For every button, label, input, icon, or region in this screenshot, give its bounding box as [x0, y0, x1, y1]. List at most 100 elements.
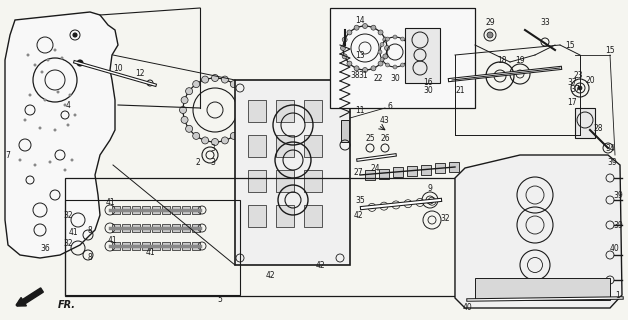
Circle shape	[380, 58, 384, 61]
Bar	[162, 224, 170, 232]
Circle shape	[46, 59, 50, 61]
Text: 35: 35	[355, 196, 365, 204]
Circle shape	[401, 63, 404, 67]
Bar	[435, 164, 445, 173]
Text: 42: 42	[353, 211, 363, 220]
Circle shape	[386, 37, 389, 41]
Bar	[304, 170, 322, 192]
Circle shape	[406, 43, 410, 46]
Bar	[365, 170, 375, 180]
Text: 37: 37	[567, 77, 577, 86]
Circle shape	[53, 49, 57, 52]
Text: 8: 8	[88, 226, 92, 235]
Bar	[192, 242, 200, 250]
Text: 38: 38	[350, 70, 360, 79]
Circle shape	[393, 35, 397, 39]
Bar	[122, 224, 130, 232]
Text: 4: 4	[65, 100, 70, 109]
Circle shape	[26, 53, 30, 57]
Text: 39: 39	[613, 190, 623, 199]
Bar	[330, 8, 475, 108]
Text: 34: 34	[605, 143, 615, 153]
Bar	[112, 206, 120, 214]
Bar	[152, 206, 160, 214]
Circle shape	[244, 107, 251, 114]
Text: 1: 1	[615, 291, 620, 300]
Bar	[132, 206, 140, 214]
Circle shape	[33, 63, 36, 67]
Circle shape	[222, 76, 229, 83]
Bar	[379, 169, 389, 179]
Text: 32: 32	[63, 211, 73, 220]
Text: 2: 2	[196, 157, 200, 166]
Circle shape	[60, 57, 63, 60]
Bar	[132, 242, 140, 250]
Circle shape	[57, 91, 60, 93]
Text: 42: 42	[315, 260, 325, 269]
Bar	[192, 206, 200, 214]
Circle shape	[386, 63, 389, 67]
Text: FR.: FR.	[58, 300, 76, 310]
Circle shape	[193, 132, 200, 140]
Bar	[142, 242, 150, 250]
Circle shape	[212, 75, 219, 82]
Bar	[449, 162, 459, 172]
Circle shape	[578, 86, 582, 90]
Text: 17: 17	[567, 98, 577, 107]
Circle shape	[340, 45, 345, 51]
Bar	[182, 206, 190, 214]
Text: 36: 36	[40, 244, 50, 252]
Bar	[248, 205, 266, 227]
Bar	[65, 200, 240, 295]
Circle shape	[383, 54, 388, 59]
Text: 8: 8	[88, 253, 92, 262]
Text: 40: 40	[463, 303, 473, 313]
Text: 29: 29	[485, 18, 495, 27]
Text: 5: 5	[217, 295, 222, 305]
Circle shape	[18, 158, 21, 162]
Circle shape	[384, 45, 389, 51]
Bar	[276, 100, 294, 122]
Bar	[65, 178, 455, 296]
Circle shape	[487, 32, 493, 38]
Bar	[421, 165, 431, 175]
Text: 32: 32	[440, 213, 450, 222]
Text: 32: 32	[63, 238, 73, 247]
Text: 3: 3	[210, 143, 215, 153]
Bar	[122, 242, 130, 250]
Bar	[276, 205, 294, 227]
Circle shape	[347, 30, 352, 35]
FancyArrow shape	[17, 288, 43, 306]
Text: 40: 40	[610, 244, 620, 252]
Bar	[192, 224, 200, 232]
Bar	[248, 135, 266, 157]
Circle shape	[406, 58, 410, 61]
Text: 39: 39	[613, 220, 623, 229]
Bar	[172, 206, 180, 214]
Bar	[132, 224, 140, 232]
Circle shape	[340, 17, 350, 27]
Circle shape	[393, 65, 397, 69]
Circle shape	[73, 114, 77, 116]
Text: 43: 43	[380, 116, 390, 124]
Circle shape	[77, 60, 83, 66]
Circle shape	[380, 43, 384, 46]
Circle shape	[53, 129, 57, 132]
Bar	[182, 242, 190, 250]
Bar	[304, 135, 322, 157]
Circle shape	[362, 68, 367, 73]
Bar	[248, 170, 266, 192]
Text: 31: 31	[358, 70, 368, 79]
Text: 16: 16	[423, 77, 433, 86]
Bar	[172, 224, 180, 232]
Circle shape	[237, 125, 244, 132]
Text: 3: 3	[210, 157, 215, 166]
Polygon shape	[455, 155, 622, 308]
Bar	[162, 242, 170, 250]
Circle shape	[73, 33, 77, 37]
Circle shape	[180, 107, 187, 114]
Circle shape	[38, 126, 41, 130]
Circle shape	[193, 81, 200, 88]
Bar	[142, 206, 150, 214]
Bar	[407, 166, 417, 176]
